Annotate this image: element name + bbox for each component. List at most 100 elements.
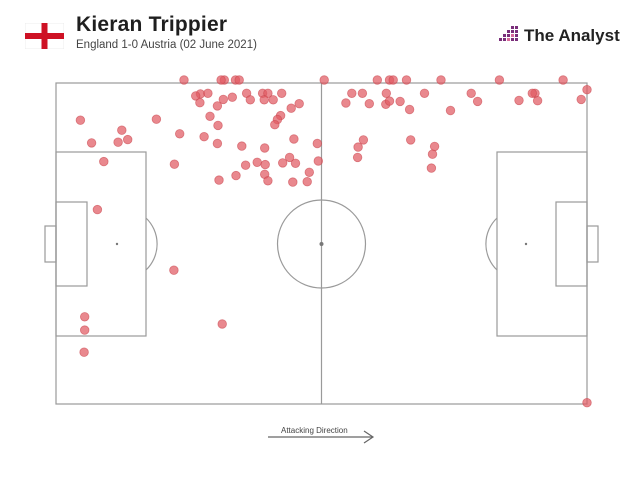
data-point: [404, 104, 415, 115]
data-point: [259, 95, 269, 105]
data-point: [113, 137, 123, 147]
data-point: [352, 152, 363, 163]
data-point: [288, 177, 298, 187]
data-point: [302, 176, 312, 187]
data-point: [472, 96, 483, 107]
centre-spot: [319, 242, 324, 246]
player-title: Kieran Trippier: [76, 13, 228, 36]
data-point: [289, 134, 299, 144]
data-point: [212, 138, 223, 149]
centre-circle: [276, 199, 367, 289]
data-point: [92, 204, 103, 215]
left-six-yard-box: [55, 201, 88, 287]
data-point: [372, 75, 383, 85]
data-point: [75, 115, 86, 125]
right-six-yard-box: [555, 201, 588, 287]
data-point: [195, 97, 205, 108]
data-point: [179, 75, 189, 85]
england-flag-icon: [25, 23, 64, 49]
data-point: [582, 84, 592, 95]
data-point: [284, 152, 295, 163]
data-point: [216, 75, 226, 85]
data-point: [558, 75, 568, 85]
data-point: [381, 88, 392, 99]
data-point: [388, 75, 398, 85]
left-goal: [44, 225, 57, 263]
data-point: [419, 88, 430, 99]
data-point: [260, 159, 270, 170]
right-goal: [586, 225, 599, 263]
data-point: [436, 75, 446, 85]
data-point: [205, 111, 215, 122]
data-point: [313, 156, 324, 166]
data-point: [79, 312, 90, 322]
data-point: [401, 75, 412, 85]
data-point: [364, 98, 375, 109]
data-point: [312, 138, 323, 149]
data-point: [290, 158, 301, 169]
data-point: [532, 95, 543, 106]
data-point: [99, 156, 109, 167]
data-point: [117, 125, 127, 135]
data-point: [217, 319, 227, 329]
data-point: [347, 88, 357, 99]
left-penalty-spot: [115, 242, 119, 246]
data-point: [79, 347, 89, 357]
data-point: [174, 129, 185, 139]
data-point: [278, 158, 288, 168]
left-penalty-area: [55, 151, 147, 337]
data-point: [494, 75, 505, 85]
left-penalty-arc: [145, 217, 158, 271]
data-point: [245, 95, 256, 105]
data-point: [406, 135, 416, 145]
data-point: [86, 138, 97, 148]
data-point: [190, 91, 201, 101]
right-penalty-spot: [524, 242, 528, 246]
data-point: [231, 170, 241, 181]
data-point: [263, 176, 273, 186]
data-point: [466, 88, 476, 99]
data-point: [353, 142, 363, 152]
match-subtitle: England 1-0 Austria (02 June 2021): [76, 39, 257, 51]
brand-name: The Analyst: [524, 26, 620, 45]
data-point: [270, 119, 280, 130]
data-point: [260, 143, 270, 153]
data-point: [576, 94, 586, 105]
data-point: [227, 92, 238, 102]
data-point: [214, 175, 224, 185]
data-point: [427, 149, 438, 159]
data-point: [426, 163, 437, 173]
data-point: [218, 94, 229, 105]
data-point: [341, 98, 351, 108]
data-point: [151, 114, 162, 124]
attacking-direction-arrow-icon: [268, 430, 375, 444]
data-point: [212, 101, 223, 111]
data-point: [319, 75, 329, 85]
data-point: [445, 105, 456, 116]
data-point: [203, 88, 213, 99]
data-point: [582, 398, 592, 408]
data-point: [294, 98, 304, 109]
data-point: [237, 141, 247, 151]
right-penalty-area: [496, 151, 588, 337]
data-point: [199, 131, 209, 142]
data-point: [169, 265, 179, 275]
data-point: [527, 88, 538, 99]
data-point: [384, 96, 395, 106]
data-point: [304, 167, 315, 178]
data-point: [357, 88, 368, 99]
analyst-logo-icon: [499, 26, 518, 41]
data-point: [213, 120, 223, 131]
data-point: [79, 325, 90, 335]
data-point: [234, 75, 244, 85]
data-point: [429, 141, 440, 152]
data-point: [358, 135, 369, 145]
data-point: [277, 88, 287, 99]
right-penalty-arc: [485, 217, 498, 271]
data-point: [286, 103, 296, 113]
data-point: [122, 134, 133, 145]
attacking-direction-label: Attacking Direction: [281, 426, 348, 435]
data-point: [268, 95, 278, 105]
data-point: [514, 95, 524, 106]
